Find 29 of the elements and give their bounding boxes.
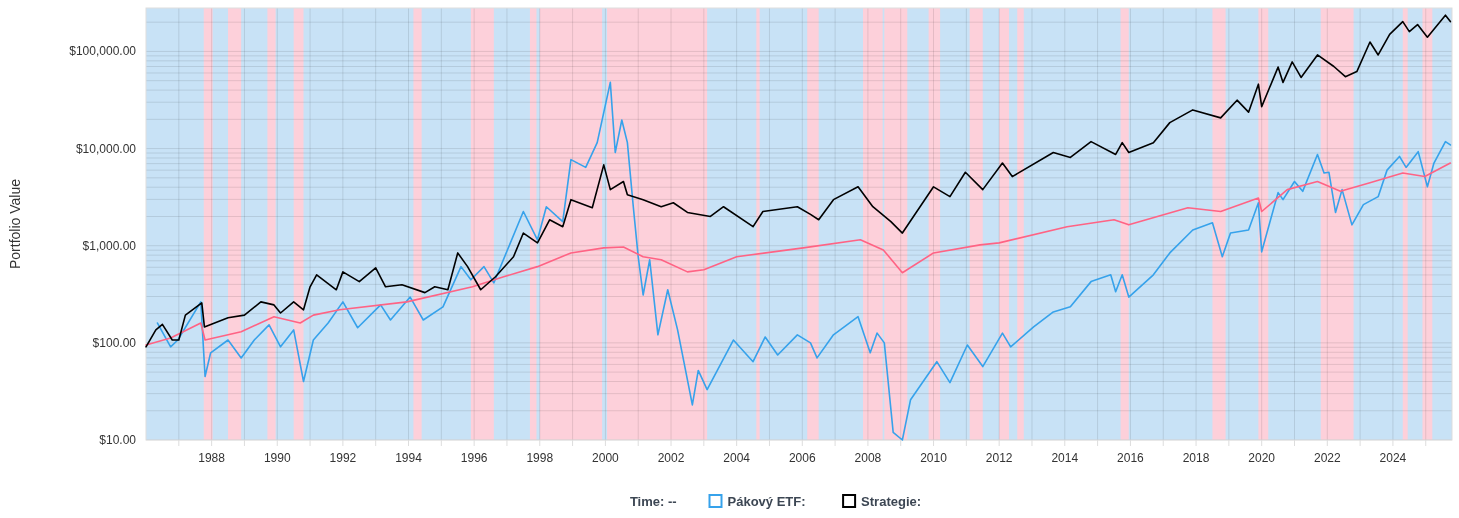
y-tick-label: $10.00 bbox=[99, 433, 137, 447]
x-tick-label: 1988 bbox=[198, 451, 226, 465]
x-tick-label: 1994 bbox=[395, 451, 423, 465]
x-tick-label: 2014 bbox=[1051, 451, 1079, 465]
x-tick-label: 2018 bbox=[1182, 451, 1210, 465]
y-tick-label: $100,000.00 bbox=[69, 44, 137, 59]
x-tick-label: 2016 bbox=[1117, 451, 1145, 465]
x-tick-label: 2010 bbox=[920, 451, 948, 465]
x-tick-label: 1998 bbox=[526, 451, 554, 465]
x-tick-label: 2004 bbox=[723, 451, 751, 465]
x-tick-label: 2006 bbox=[788, 451, 816, 465]
x-tick-label: 2022 bbox=[1313, 451, 1341, 465]
y-tick-label: $100.00 bbox=[92, 335, 137, 350]
text: Time: -- bbox=[629, 494, 677, 509]
y-axis-title: Portfolio Value bbox=[7, 178, 23, 270]
line-series bbox=[156, 81, 1452, 441]
x-tick-label: 1996 bbox=[460, 451, 488, 465]
x-tick-label: 2012 bbox=[985, 451, 1013, 465]
legend-label: Pákový ETF: bbox=[727, 494, 806, 509]
y-tick-label: $1,000.00 bbox=[82, 238, 137, 253]
x-tick-label: 2020 bbox=[1248, 451, 1276, 465]
x-tick-label: 2024 bbox=[1379, 451, 1407, 465]
x-tick-label: 1992 bbox=[329, 451, 357, 465]
legend-label: Strategie: bbox=[861, 494, 922, 509]
x-tick-label: 1990 bbox=[263, 451, 291, 465]
x-tick-label: 2002 bbox=[657, 451, 685, 465]
x-tick-label: 2000 bbox=[592, 451, 620, 465]
x-tick-label: 2008 bbox=[854, 451, 882, 465]
y-tick-label: $10,000.00 bbox=[75, 141, 137, 156]
